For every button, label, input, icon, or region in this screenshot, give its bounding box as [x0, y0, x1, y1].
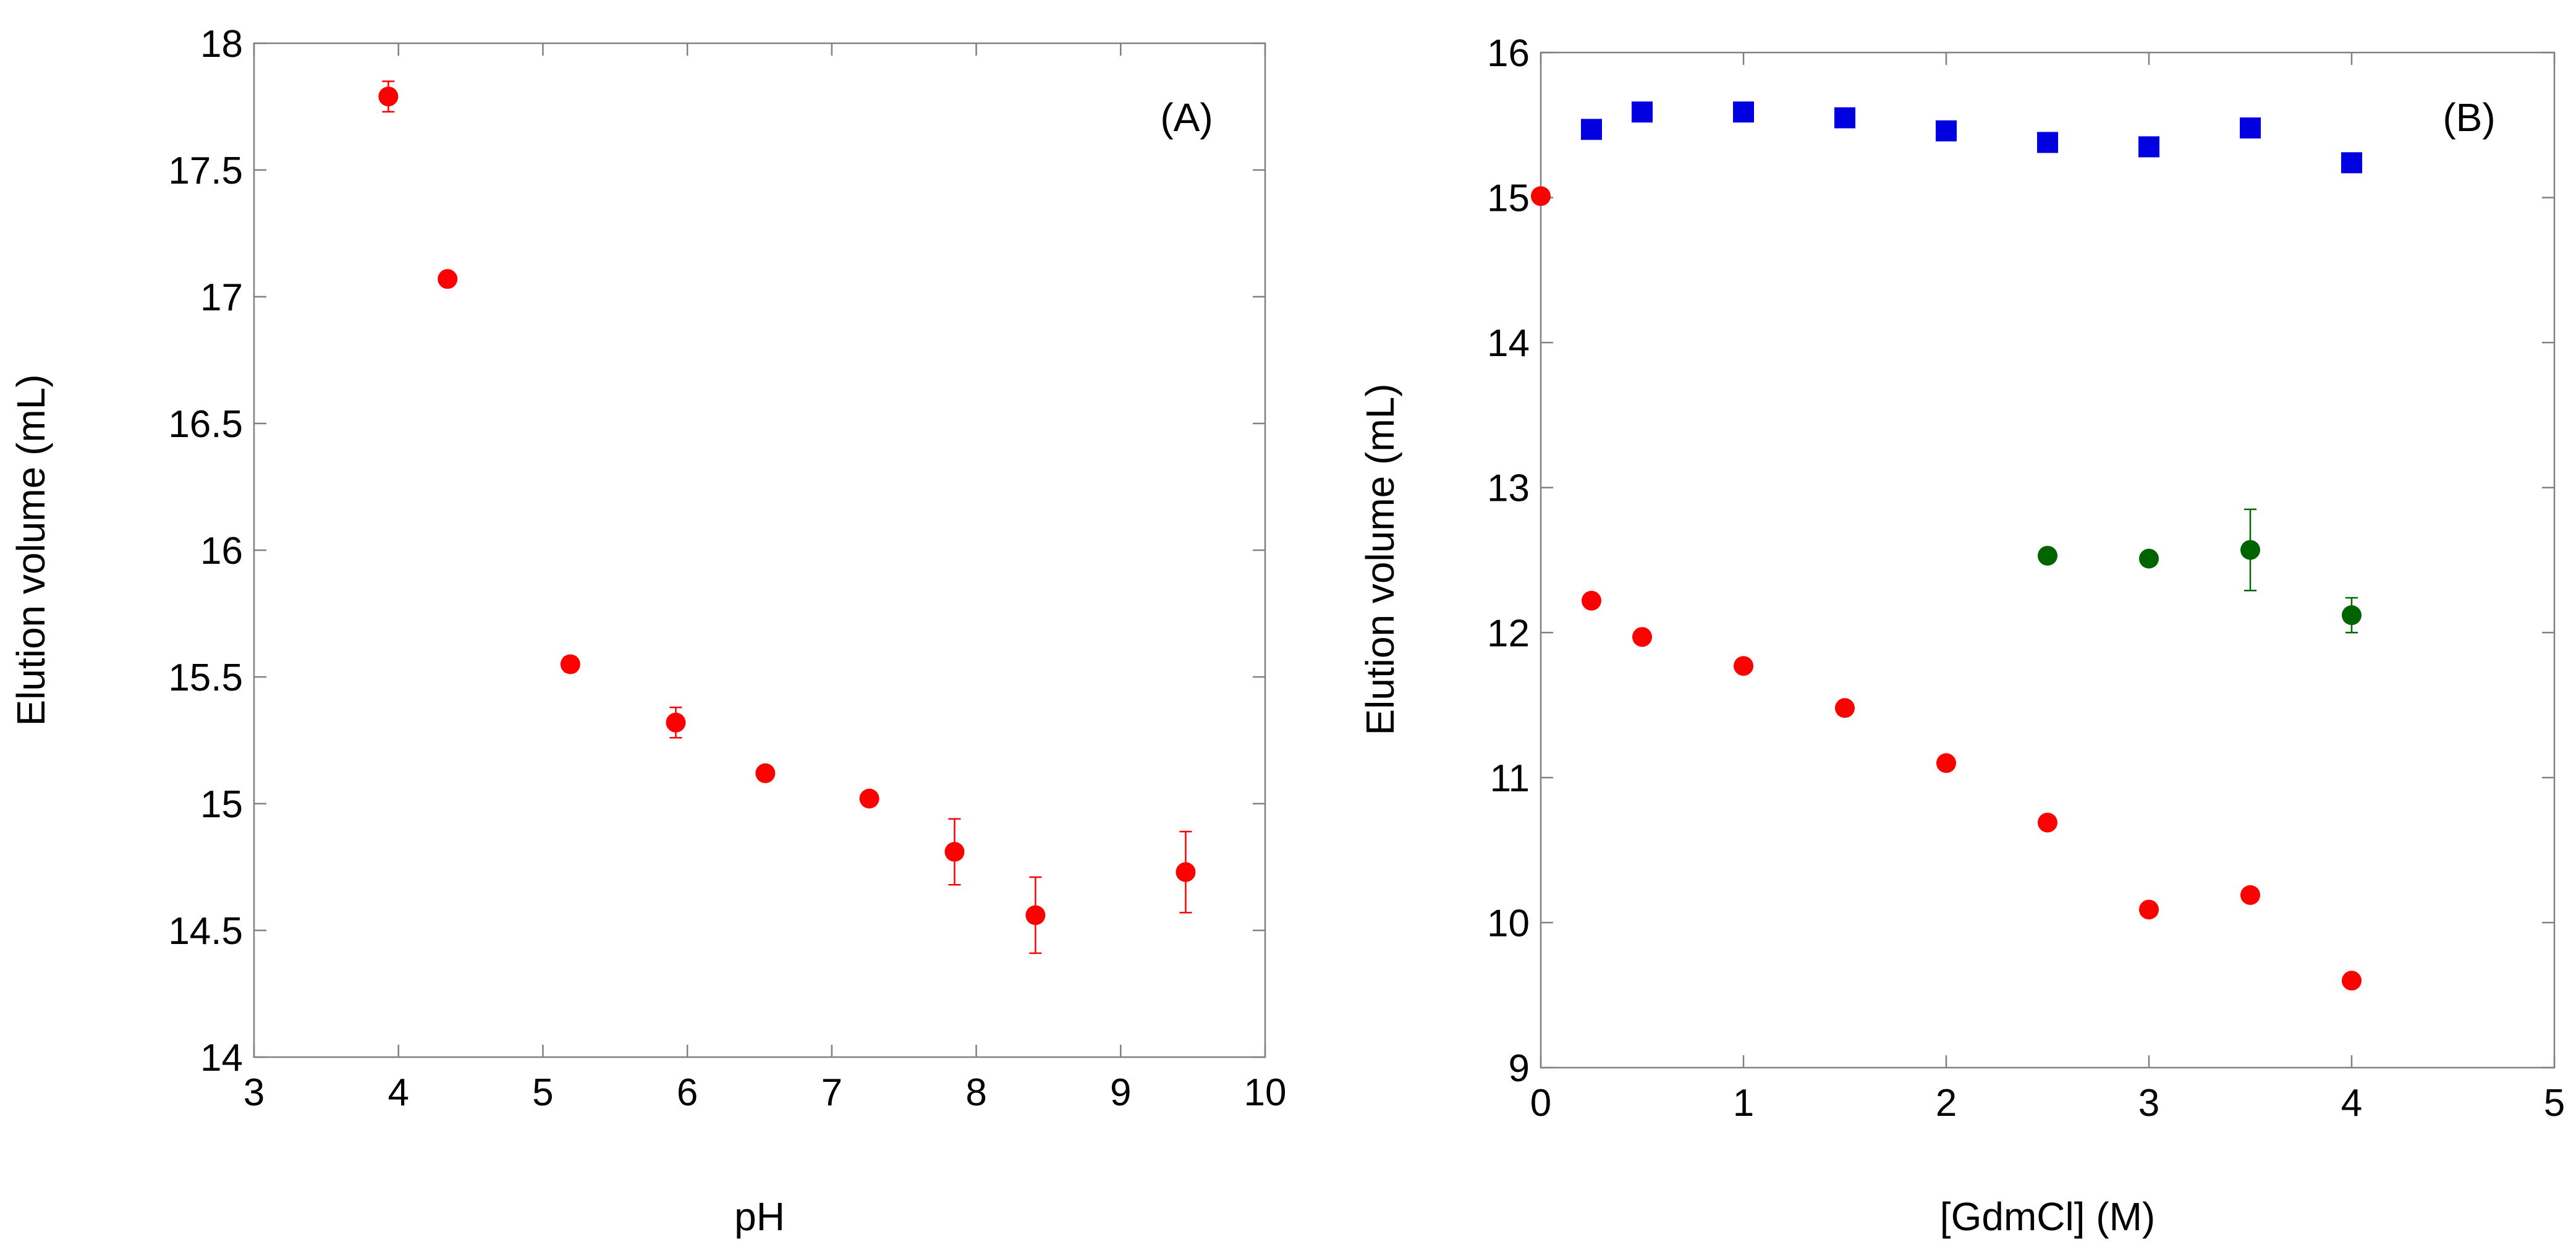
series-green-point	[2139, 548, 2159, 569]
x-tick-label: 6	[677, 1071, 698, 1114]
panel-b-x-axis-title: [GdmCl] (M)	[1940, 1194, 2155, 1239]
y-tick-label: 18	[200, 23, 243, 66]
x-tick-label: 4	[388, 1071, 409, 1114]
series-red-point	[1582, 590, 1601, 611]
y-tick-label: 17.5	[168, 150, 243, 192]
panel-b-label: (B)	[2443, 95, 2495, 140]
series-red-point	[438, 269, 458, 289]
x-tick-label: 1	[1733, 1082, 1754, 1125]
series-red-point	[1835, 698, 1855, 718]
series-blue-point	[2341, 152, 2362, 174]
series-green-point	[2038, 545, 2057, 566]
panel-a-plot-frame	[253, 42, 1266, 1058]
y-tick-label: 12	[1487, 612, 1530, 655]
series-blue-point	[2037, 132, 2058, 153]
y-tick-label: 13	[1487, 467, 1530, 510]
y-tick-label: 16	[1487, 32, 1530, 75]
series-red-point	[2139, 899, 2159, 920]
series-red-point	[1025, 905, 1046, 925]
series-blue-point	[2240, 117, 2261, 138]
panel-a-points	[378, 87, 1196, 925]
x-tick-label: 0	[1530, 1082, 1551, 1125]
series-red-point	[560, 654, 580, 674]
y-tick-label: 14	[200, 1037, 243, 1079]
x-tick-label: 2	[1936, 1082, 1957, 1125]
series-blue-point	[1632, 101, 1653, 123]
y-tick-label: 15	[1487, 177, 1530, 220]
series-blue-point	[1733, 101, 1754, 123]
series-red-point	[1176, 862, 1196, 882]
series-blue-point	[2138, 136, 2159, 158]
series-red-point	[1632, 627, 1652, 647]
y-tick-label: 15.5	[168, 657, 243, 699]
y-tick-label: 9	[1509, 1047, 1530, 1090]
series-green-point	[2342, 605, 2362, 626]
x-tick-label: 4	[2341, 1082, 2362, 1125]
series-red-point	[666, 712, 686, 733]
y-tick-label: 15	[200, 783, 243, 826]
panel-b-plot-frame	[1540, 51, 2556, 1069]
panel-b-y-axis-title: Elution volume (mL)	[1358, 383, 1402, 735]
panel-a-y-axis-title: Elution volume (mL)	[9, 374, 53, 726]
series-red-point	[859, 788, 879, 809]
y-tick-label: 16.5	[168, 403, 243, 446]
y-tick-label: 16	[200, 530, 243, 572]
y-tick-label: 17	[200, 276, 243, 319]
series-blue-point	[1581, 119, 1602, 140]
y-tick-label: 14	[1487, 322, 1530, 365]
series-red-point	[1531, 186, 1551, 206]
x-tick-label: 7	[821, 1071, 842, 1114]
series-red-point	[944, 841, 965, 862]
panel-b-points	[1531, 101, 2362, 991]
x-tick-label: 9	[1110, 1071, 1131, 1114]
panel-a-label: (A)	[1160, 95, 1213, 140]
x-tick-label: 8	[965, 1071, 986, 1114]
series-red-point	[755, 763, 776, 783]
y-tick-label: 11	[1490, 757, 1530, 800]
y-tick-label: 14.5	[168, 910, 243, 953]
series-red-point	[2342, 971, 2362, 991]
series-blue-point	[1834, 107, 1855, 129]
series-red-point	[1734, 656, 1753, 676]
x-tick-label: 3	[244, 1071, 265, 1114]
panel-b-error-bars	[2244, 508, 2358, 634]
panel-a-x-axis-title: pH	[734, 1194, 785, 1239]
panel-a-error-bars	[382, 80, 1192, 955]
series-red-point	[378, 87, 399, 107]
series-red-point	[2240, 885, 2260, 905]
x-tick-label: 3	[2138, 1082, 2159, 1125]
series-green-point	[2240, 540, 2260, 560]
x-tick-label: 10	[1244, 1071, 1287, 1114]
series-red-point	[1936, 753, 1956, 773]
series-blue-point	[1936, 120, 1957, 142]
x-tick-label: 5	[2544, 1082, 2565, 1125]
series-red-point	[2038, 812, 2057, 833]
panel-a-ticks: 3 4 5 6 7 8 9 10 14 14.5 15 15.5 16 16.5 17 17.5 18	[168, 23, 1286, 1114]
x-tick-label: 5	[532, 1071, 553, 1114]
y-tick-label: 10	[1487, 902, 1530, 945]
